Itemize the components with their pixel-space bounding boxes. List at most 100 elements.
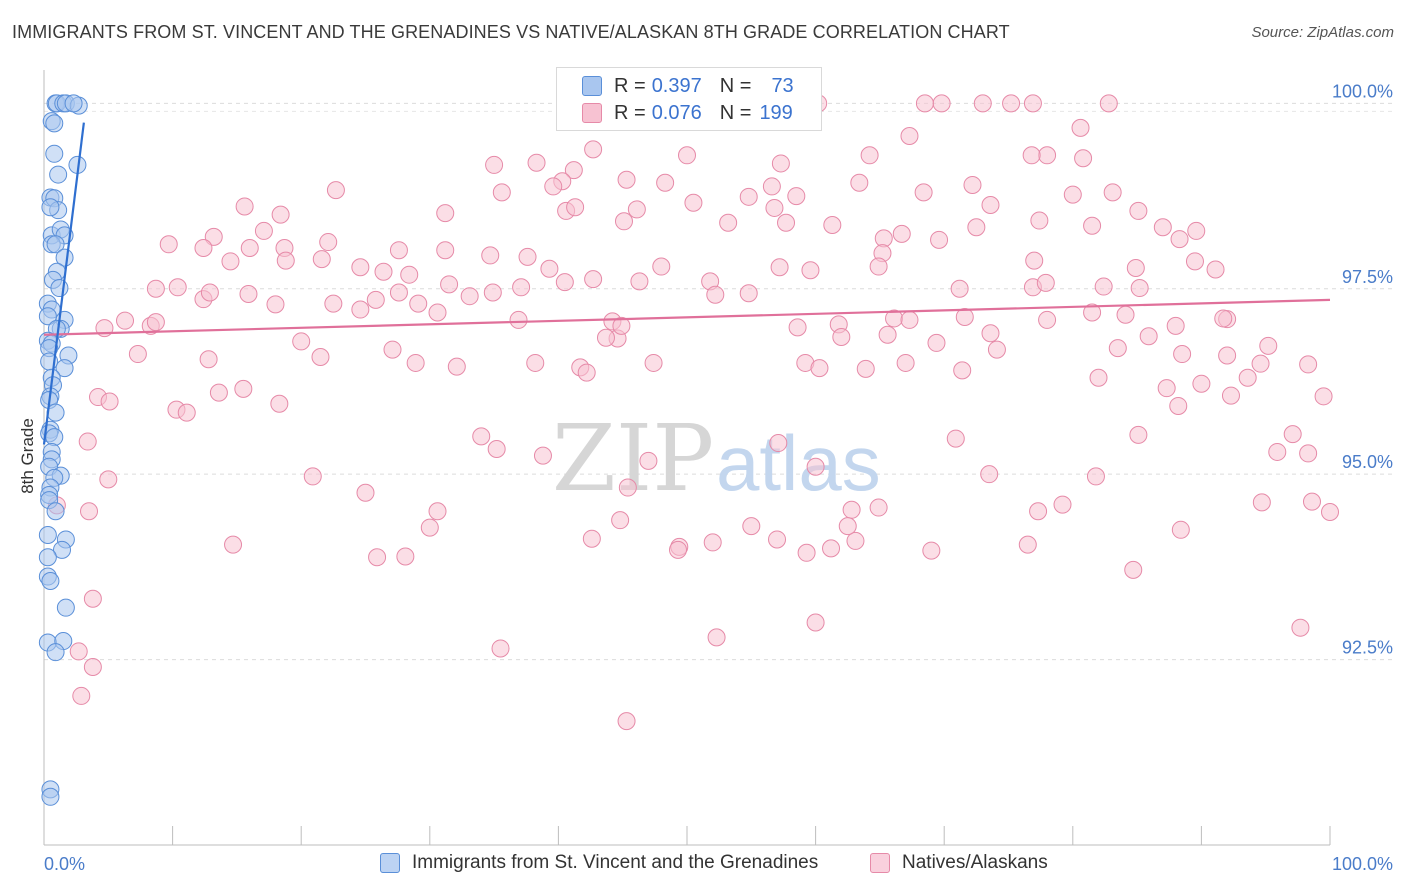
data-point bbox=[1187, 221, 1206, 240]
data-point bbox=[946, 429, 965, 448]
data-point bbox=[1022, 146, 1041, 165]
data-point bbox=[400, 265, 419, 284]
data-point bbox=[1094, 277, 1113, 296]
data-point bbox=[822, 539, 841, 558]
data-point bbox=[1238, 368, 1257, 387]
data-point bbox=[396, 547, 415, 566]
data-point bbox=[719, 213, 738, 232]
data-point bbox=[38, 526, 57, 544]
data-point bbox=[518, 247, 537, 266]
data-point bbox=[869, 257, 888, 276]
data-point bbox=[544, 177, 563, 196]
data-point bbox=[46, 643, 65, 662]
data-point bbox=[527, 153, 546, 172]
data-point bbox=[1192, 374, 1211, 393]
data-point bbox=[765, 198, 784, 217]
data-point bbox=[900, 127, 919, 146]
data-point bbox=[806, 613, 825, 632]
data-point bbox=[235, 197, 254, 216]
data-point bbox=[49, 165, 68, 184]
data-point bbox=[955, 307, 974, 326]
data-point bbox=[823, 216, 842, 234]
y-tick-label: 97.5% bbox=[1342, 267, 1393, 287]
data-point bbox=[930, 230, 949, 249]
data-point bbox=[204, 227, 223, 246]
data-point bbox=[1302, 492, 1321, 511]
data-point bbox=[240, 238, 259, 257]
data-point bbox=[472, 427, 491, 446]
data-point bbox=[481, 246, 500, 265]
data-point bbox=[932, 94, 951, 113]
data-point bbox=[869, 498, 888, 517]
data-point bbox=[797, 543, 816, 562]
trend-line-natives bbox=[43, 298, 1331, 336]
data-point bbox=[788, 318, 807, 337]
data-point bbox=[41, 198, 60, 217]
data-point bbox=[1074, 149, 1093, 168]
data-point bbox=[72, 686, 91, 705]
data-point bbox=[707, 628, 726, 647]
data-point bbox=[1259, 336, 1278, 355]
data-point bbox=[1169, 396, 1188, 415]
x-tick-label-min: 0.0% bbox=[44, 854, 85, 874]
data-point bbox=[270, 394, 289, 413]
data-point bbox=[617, 170, 636, 189]
legend-n-label: N = bbox=[719, 74, 752, 97]
data-point bbox=[351, 258, 370, 277]
data-point bbox=[856, 359, 875, 378]
data-point bbox=[618, 478, 637, 497]
data-point bbox=[50, 279, 69, 298]
data-point bbox=[787, 187, 806, 206]
trend-lines bbox=[42, 122, 1331, 445]
data-point bbox=[324, 294, 343, 313]
data-point bbox=[234, 379, 253, 398]
data-point bbox=[1002, 94, 1021, 113]
data-point bbox=[1108, 339, 1127, 358]
data-point bbox=[56, 598, 75, 617]
data-point bbox=[584, 140, 603, 159]
data-point bbox=[351, 300, 370, 319]
data-point bbox=[1030, 211, 1049, 230]
data-point bbox=[584, 270, 603, 289]
data-point bbox=[436, 241, 455, 260]
data-point bbox=[512, 278, 531, 297]
data-point bbox=[963, 175, 982, 194]
bottom-legend-immigrants: Immigrants from St. Vincent and the Gren… bbox=[380, 852, 818, 874]
data-point bbox=[564, 161, 583, 180]
data-point bbox=[83, 658, 102, 677]
data-point bbox=[832, 327, 851, 346]
data-point bbox=[612, 316, 631, 335]
data-point bbox=[406, 353, 425, 372]
data-point bbox=[1171, 520, 1190, 539]
data-point bbox=[254, 221, 273, 240]
data-point bbox=[777, 213, 796, 232]
data-point bbox=[846, 531, 865, 550]
data-point bbox=[194, 238, 213, 257]
data-point bbox=[770, 258, 789, 277]
data-point bbox=[1086, 467, 1105, 486]
data-point bbox=[69, 642, 88, 661]
data-point bbox=[1099, 94, 1118, 113]
data-point bbox=[555, 273, 574, 292]
data-point bbox=[1166, 316, 1185, 335]
data-point bbox=[540, 259, 559, 278]
data-point bbox=[630, 272, 649, 291]
data-point bbox=[1283, 425, 1302, 444]
watermark-zip: ZIP bbox=[552, 405, 714, 512]
data-point bbox=[276, 251, 295, 270]
data-point bbox=[1206, 260, 1225, 279]
y-tick-label: 92.5% bbox=[1342, 638, 1393, 658]
data-point bbox=[292, 332, 311, 351]
data-point bbox=[1185, 252, 1204, 271]
data-point bbox=[239, 284, 258, 303]
data-point bbox=[485, 155, 504, 174]
data-point bbox=[981, 324, 1000, 343]
bottom-legend-swatch-blue bbox=[380, 853, 400, 873]
data-point bbox=[492, 183, 511, 202]
data-point bbox=[1252, 493, 1271, 512]
legend-n-value: 199 bbox=[759, 101, 793, 124]
data-point bbox=[950, 279, 969, 298]
data-point bbox=[769, 434, 788, 453]
data-point bbox=[1299, 444, 1318, 463]
data-point bbox=[1083, 303, 1102, 322]
